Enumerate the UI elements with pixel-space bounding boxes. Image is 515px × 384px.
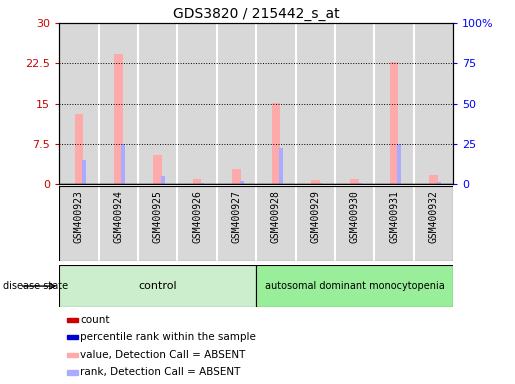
Text: GSM400932: GSM400932: [428, 190, 438, 243]
Bar: [256, 23, 296, 184]
Text: rank, Detection Call = ABSENT: rank, Detection Call = ABSENT: [80, 367, 241, 377]
Text: GSM400929: GSM400929: [311, 190, 320, 243]
Bar: [75, 114, 83, 184]
Bar: [318, 183, 322, 184]
Bar: [335, 23, 374, 184]
Text: value, Detection Call = ABSENT: value, Detection Call = ABSENT: [80, 350, 246, 360]
Text: GSM400930: GSM400930: [350, 190, 359, 243]
Bar: [296, 186, 335, 261]
Text: GSM400924: GSM400924: [113, 190, 123, 243]
Bar: [256, 265, 453, 307]
Bar: [82, 160, 86, 184]
Bar: [153, 155, 162, 184]
Bar: [414, 23, 453, 184]
Bar: [358, 183, 362, 184]
Bar: [217, 186, 256, 261]
Text: autosomal dominant monocytopenia: autosomal dominant monocytopenia: [265, 281, 444, 291]
Text: count: count: [80, 315, 110, 325]
Bar: [67, 335, 78, 339]
Bar: [161, 176, 165, 184]
Text: GSM400931: GSM400931: [389, 190, 399, 243]
Bar: [177, 23, 217, 184]
Bar: [98, 23, 138, 184]
Bar: [350, 179, 359, 184]
Bar: [279, 148, 283, 184]
Bar: [271, 103, 280, 184]
Bar: [239, 180, 244, 184]
Text: disease state: disease state: [3, 281, 67, 291]
Bar: [59, 186, 99, 261]
Bar: [114, 54, 123, 184]
Bar: [414, 186, 453, 261]
Bar: [232, 169, 241, 184]
Bar: [397, 144, 401, 184]
Bar: [390, 62, 399, 184]
Bar: [217, 23, 256, 184]
Bar: [311, 180, 320, 184]
Bar: [374, 186, 414, 261]
Bar: [374, 23, 414, 184]
Title: GDS3820 / 215442_s_at: GDS3820 / 215442_s_at: [173, 7, 339, 21]
Bar: [138, 23, 177, 184]
Text: GSM400926: GSM400926: [192, 190, 202, 243]
Bar: [177, 186, 217, 261]
Bar: [99, 186, 138, 261]
Bar: [296, 23, 335, 184]
Bar: [59, 265, 256, 307]
Bar: [335, 186, 374, 261]
Bar: [437, 182, 441, 184]
Text: GSM400923: GSM400923: [74, 190, 84, 243]
Bar: [67, 318, 78, 322]
Text: GSM400927: GSM400927: [232, 190, 242, 243]
Bar: [59, 23, 98, 184]
Bar: [200, 183, 204, 184]
Bar: [122, 144, 126, 184]
Text: control: control: [139, 281, 177, 291]
Bar: [193, 179, 201, 184]
Text: percentile rank within the sample: percentile rank within the sample: [80, 332, 256, 342]
Bar: [138, 186, 177, 261]
Bar: [67, 370, 78, 374]
Bar: [256, 186, 296, 261]
Text: GSM400925: GSM400925: [153, 190, 163, 243]
Text: GSM400928: GSM400928: [271, 190, 281, 243]
Bar: [67, 353, 78, 357]
Bar: [429, 175, 438, 184]
